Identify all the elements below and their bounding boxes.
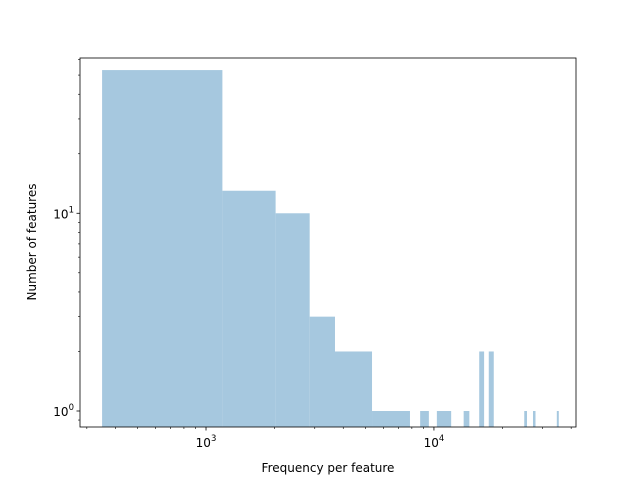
- plot-frame: [79, 57, 577, 428]
- histogram-bar: [275, 213, 310, 427]
- y-axis-ticks: 100 101: [53, 59, 80, 421]
- x-axis-label: Frequency per feature: [262, 461, 395, 475]
- histogram-bar: [479, 351, 485, 427]
- x-tick-label: 103: [196, 434, 217, 450]
- y-axis-label: Number of features: [25, 184, 39, 301]
- histogram-bar: [532, 410, 536, 427]
- histogram-bar: [372, 410, 410, 427]
- histogram-bar: [556, 410, 559, 427]
- histogram-bar: [222, 190, 276, 427]
- histogram-bar: [488, 351, 494, 427]
- histogram-bar: [102, 70, 223, 427]
- x-axis-ticks: 103 104: [86, 427, 572, 450]
- histogram-bar: [334, 351, 373, 427]
- histogram-bar: [309, 316, 335, 427]
- x-tick-label: 104: [424, 434, 445, 450]
- histogram-bar: [463, 410, 470, 427]
- histogram-bar: [436, 410, 452, 427]
- y-tick-label: 100: [53, 403, 74, 419]
- bars-group: [102, 70, 559, 427]
- histogram-bar: [420, 410, 429, 427]
- histogram-bar: [524, 410, 527, 427]
- y-tick-label: 101: [53, 205, 74, 221]
